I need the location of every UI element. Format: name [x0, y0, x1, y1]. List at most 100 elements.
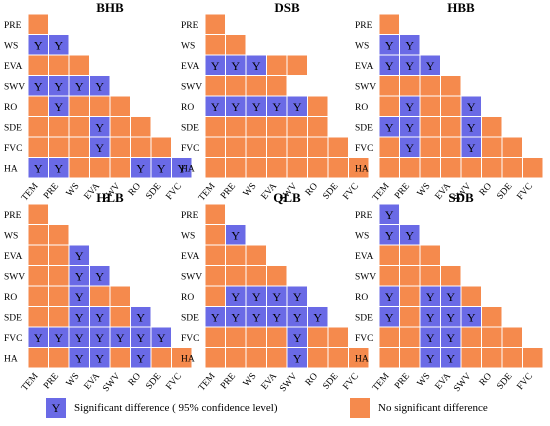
- legend-item-significant: Y Significant difference ( 95% confidenc…: [46, 398, 278, 418]
- cell-not-significant: [48, 306, 70, 328]
- row-label: RO: [181, 103, 194, 113]
- row-label: SWV: [181, 82, 202, 92]
- cell-not-significant: [109, 95, 131, 117]
- row-label: SDE: [4, 313, 22, 323]
- significance-marker: Y: [75, 310, 84, 324]
- significance-marker: Y: [54, 161, 63, 175]
- column-label: WS: [65, 372, 82, 389]
- column-label: FVC: [342, 372, 362, 393]
- significance-marker: Y: [157, 331, 166, 345]
- significance-marker: Y: [75, 351, 84, 365]
- significance-marker: Y: [34, 331, 43, 345]
- row-label: PRE: [4, 211, 22, 221]
- cell-not-significant: [109, 347, 131, 369]
- significance-marker: Y: [211, 310, 220, 324]
- cell-not-significant: [266, 157, 288, 179]
- significance-marker: Y: [231, 59, 240, 73]
- panel-title: HBB: [447, 0, 475, 15]
- row-label: RO: [4, 293, 17, 303]
- significance-marker: Y: [405, 228, 414, 242]
- cell-not-significant: [399, 326, 421, 348]
- cell-not-significant: [419, 95, 441, 117]
- cell-not-significant: [225, 326, 247, 348]
- cell-not-significant: [27, 224, 49, 246]
- row-label: WS: [355, 231, 369, 241]
- cell-not-significant: [225, 75, 247, 97]
- cell-not-significant: [204, 347, 226, 369]
- cell-not-significant: [440, 136, 462, 158]
- cell-not-significant: [481, 306, 503, 328]
- column-label: SDE: [144, 371, 163, 391]
- column-label: RO: [304, 371, 320, 388]
- cell-not-significant: [245, 136, 267, 158]
- significance-marker: Y: [385, 38, 394, 52]
- cell-not-significant: [68, 157, 90, 179]
- legend-label-significant: Significant difference ( 95% confidence …: [74, 402, 278, 414]
- cell-not-significant: [48, 244, 70, 266]
- column-label: FVC: [165, 182, 185, 203]
- cell-not-significant: [419, 116, 441, 138]
- significance-marker: Y: [426, 310, 435, 324]
- column-label: PRE: [393, 371, 412, 391]
- significance-marker: Y: [252, 100, 261, 114]
- column-label: RO: [304, 181, 320, 198]
- cell-not-significant: [130, 136, 152, 158]
- cell-not-significant: [204, 244, 226, 266]
- significance-marker: Y: [95, 120, 104, 134]
- cell-not-significant: [378, 157, 400, 179]
- cell-not-significant: [225, 244, 247, 266]
- column-label: SWV: [101, 371, 122, 394]
- row-label: SWV: [4, 272, 25, 282]
- significance-marker: Y: [467, 310, 476, 324]
- cell-not-significant: [48, 347, 70, 369]
- row-label: WS: [4, 41, 18, 51]
- legend-label-not-significant: No significant difference: [378, 402, 488, 414]
- cell-not-significant: [204, 157, 226, 179]
- significance-marker: Y: [405, 120, 414, 134]
- row-label: HA: [355, 354, 369, 364]
- panel-title: QLB: [273, 190, 301, 205]
- cell-not-significant: [307, 347, 329, 369]
- cell-not-significant: [378, 13, 400, 35]
- column-label: WS: [416, 182, 433, 199]
- legend-swatch-marker: Y: [51, 400, 61, 415]
- cell-not-significant: [68, 95, 90, 117]
- significance-marker: Y: [136, 351, 145, 365]
- row-label: EVA: [4, 62, 22, 72]
- column-label: TEM: [371, 371, 392, 393]
- cell-not-significant: [204, 34, 226, 56]
- significance-marker: Y: [293, 310, 302, 324]
- column-label: TEM: [197, 181, 218, 203]
- column-label: SDE: [144, 181, 163, 201]
- cell-not-significant: [225, 347, 247, 369]
- cell-not-significant: [266, 75, 288, 97]
- cell-not-significant: [266, 265, 288, 287]
- cell-not-significant: [27, 116, 49, 138]
- significance-marker: Y: [54, 331, 63, 345]
- row-label: FVC: [181, 334, 199, 344]
- cell-not-significant: [266, 116, 288, 138]
- row-label: HA: [4, 354, 18, 364]
- cell-not-significant: [501, 347, 523, 369]
- cell-not-significant: [399, 244, 421, 266]
- cell-not-significant: [440, 116, 462, 138]
- cell-not-significant: [225, 265, 247, 287]
- row-label: RO: [181, 293, 194, 303]
- cell-not-significant: [204, 265, 226, 287]
- cell-not-significant: [266, 54, 288, 76]
- significance-marker: Y: [293, 331, 302, 345]
- significance-marker: Y: [313, 310, 322, 324]
- row-label: SDE: [4, 123, 22, 133]
- significance-marker: Y: [293, 290, 302, 304]
- row-label: EVA: [355, 252, 373, 262]
- column-label: RO: [127, 181, 143, 198]
- cell-not-significant: [327, 326, 349, 348]
- cell-not-significant: [501, 136, 523, 158]
- row-label: HA: [355, 164, 369, 174]
- cell-not-significant: [225, 157, 247, 179]
- significance-marker: Y: [75, 290, 84, 304]
- row-label: SDE: [181, 123, 199, 133]
- row-label: PRE: [355, 21, 373, 31]
- cell-not-significant: [378, 75, 400, 97]
